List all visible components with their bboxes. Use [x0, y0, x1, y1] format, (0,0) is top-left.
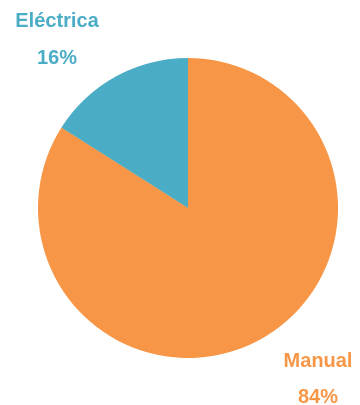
slice-label-electrica-name: Eléctrica [15, 10, 99, 32]
slice-label-manual-percent: 84% [298, 386, 338, 405]
slice-label-manual-name: Manual [284, 350, 353, 372]
pie-slice-manual [38, 58, 339, 359]
pie-slice-electrica [61, 58, 188, 208]
pie-slices [38, 58, 339, 359]
slice-label-electrica-percent: 16% [37, 47, 77, 69]
